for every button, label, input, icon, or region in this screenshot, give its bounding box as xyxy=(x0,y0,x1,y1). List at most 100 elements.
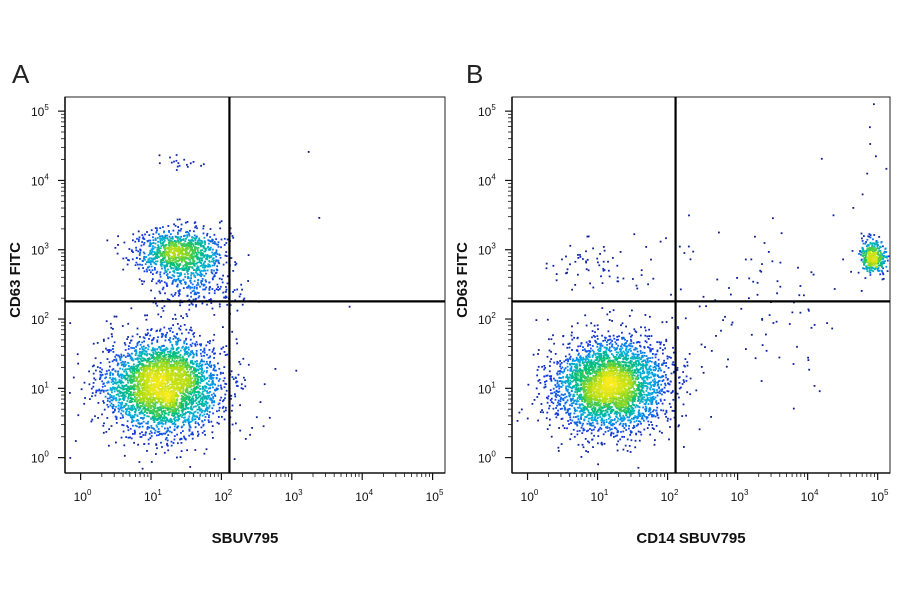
event-point xyxy=(129,427,132,430)
event-point xyxy=(205,407,208,410)
event-point xyxy=(121,409,123,412)
event-point xyxy=(118,395,121,398)
event-point xyxy=(135,400,138,403)
event-point xyxy=(183,379,186,381)
event-point xyxy=(234,393,236,396)
event-point xyxy=(191,248,193,251)
event-point xyxy=(238,361,241,363)
event-point xyxy=(213,383,216,386)
event-point xyxy=(184,269,186,271)
event-point xyxy=(188,255,191,257)
event-point xyxy=(148,269,151,271)
event-point xyxy=(683,252,686,254)
event-point xyxy=(170,421,173,424)
event-point xyxy=(188,428,191,431)
event-point xyxy=(194,400,197,402)
event-point xyxy=(217,289,220,291)
event-point xyxy=(182,317,184,319)
event-point xyxy=(173,360,175,363)
event-point xyxy=(158,365,161,368)
event-point xyxy=(169,233,172,236)
event-point xyxy=(155,411,158,414)
event-point xyxy=(885,167,888,170)
event-point xyxy=(183,423,185,426)
event-point xyxy=(130,307,133,310)
event-point xyxy=(173,352,176,355)
event-point xyxy=(189,329,191,331)
event-point xyxy=(160,260,163,263)
event-point xyxy=(132,408,135,411)
event-point xyxy=(181,243,184,245)
event-point xyxy=(209,376,212,378)
event-point xyxy=(207,255,210,257)
event-point xyxy=(112,368,115,370)
event-point xyxy=(165,243,168,246)
event-point xyxy=(142,418,144,420)
event-point xyxy=(146,388,148,390)
event-point xyxy=(142,384,144,387)
event-point xyxy=(144,397,146,400)
event-point xyxy=(208,349,211,351)
event-point xyxy=(189,385,192,388)
event-point xyxy=(89,398,91,400)
event-point xyxy=(557,450,560,452)
event-point xyxy=(138,411,141,414)
event-point xyxy=(195,271,197,274)
event-point xyxy=(110,378,113,381)
event-point xyxy=(194,388,197,391)
event-point xyxy=(175,169,178,171)
event-point xyxy=(200,259,203,261)
event-point xyxy=(157,240,159,243)
event-point xyxy=(109,404,112,407)
event-point xyxy=(130,356,133,359)
event-point xyxy=(175,244,178,246)
event-point xyxy=(140,409,143,412)
event-point xyxy=(185,390,187,393)
event-point xyxy=(151,398,154,401)
event-point xyxy=(203,419,206,421)
event-point xyxy=(195,396,198,399)
event-point xyxy=(186,252,189,255)
event-point xyxy=(128,413,131,415)
event-point xyxy=(189,373,192,376)
event-point xyxy=(566,271,568,274)
event-point xyxy=(148,258,150,261)
event-point xyxy=(160,237,163,240)
event-point xyxy=(206,413,208,415)
event-point xyxy=(181,408,184,411)
event-point xyxy=(146,412,148,414)
event-point xyxy=(179,268,181,270)
event-point xyxy=(163,414,166,417)
event-point xyxy=(130,405,133,408)
event-point xyxy=(141,259,144,262)
event-point xyxy=(218,303,221,306)
event-point xyxy=(177,442,179,445)
event-point xyxy=(187,373,190,376)
event-point xyxy=(131,382,133,384)
event-point xyxy=(161,253,164,256)
event-point xyxy=(169,353,171,356)
event-point xyxy=(96,366,99,368)
event-point xyxy=(197,279,199,282)
event-point xyxy=(120,364,123,366)
event-point xyxy=(106,372,108,375)
event-point xyxy=(211,407,214,410)
event-point xyxy=(154,402,157,404)
event-point xyxy=(172,442,175,444)
event-point xyxy=(154,267,156,269)
event-point xyxy=(170,444,173,447)
event-point xyxy=(166,254,169,257)
event-point xyxy=(145,366,148,369)
event-point xyxy=(169,329,172,332)
event-point xyxy=(188,250,191,253)
event-point xyxy=(147,366,149,369)
event-point xyxy=(143,337,146,340)
event-point xyxy=(225,290,227,293)
event-point xyxy=(177,290,180,293)
event-point xyxy=(171,406,174,408)
event-point xyxy=(173,243,176,246)
event-point xyxy=(99,374,102,376)
event-point xyxy=(181,258,183,261)
event-point xyxy=(808,368,811,371)
event-point xyxy=(186,388,188,391)
